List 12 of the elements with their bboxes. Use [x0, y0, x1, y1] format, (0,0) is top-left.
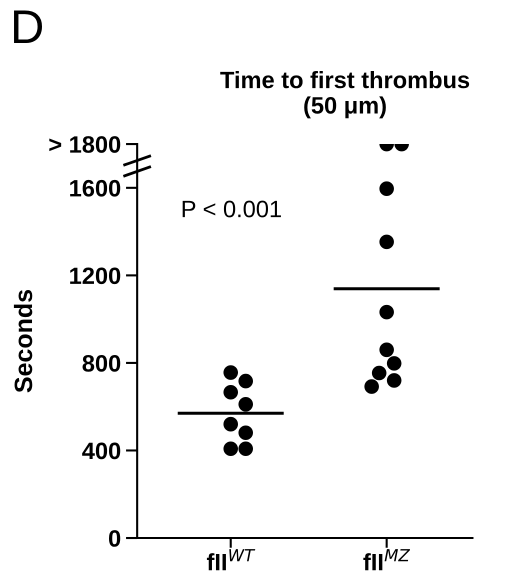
- y-tick-label: 1600: [70, 180, 120, 197]
- y-tick-label: 800: [82, 354, 120, 372]
- annotation: P < 0.001: [182, 200, 281, 218]
- y-tick-label: > 1800: [49, 136, 120, 153]
- text: D: [14, 10, 42, 44]
- x-tick-label: fII$^{WT}$: [206, 549, 256, 570]
- y-tick-label: 400: [82, 442, 120, 460]
- y-tick-label: 0: [108, 530, 120, 547]
- chart-title: Time to first thrombus (50 μm): [220, 70, 470, 118]
- y-axis-title: Seconds: [14, 290, 32, 392]
- x-tick-label: fII$^{MZ}$: [363, 549, 410, 570]
- y-tick-label: 1200: [70, 267, 120, 284]
